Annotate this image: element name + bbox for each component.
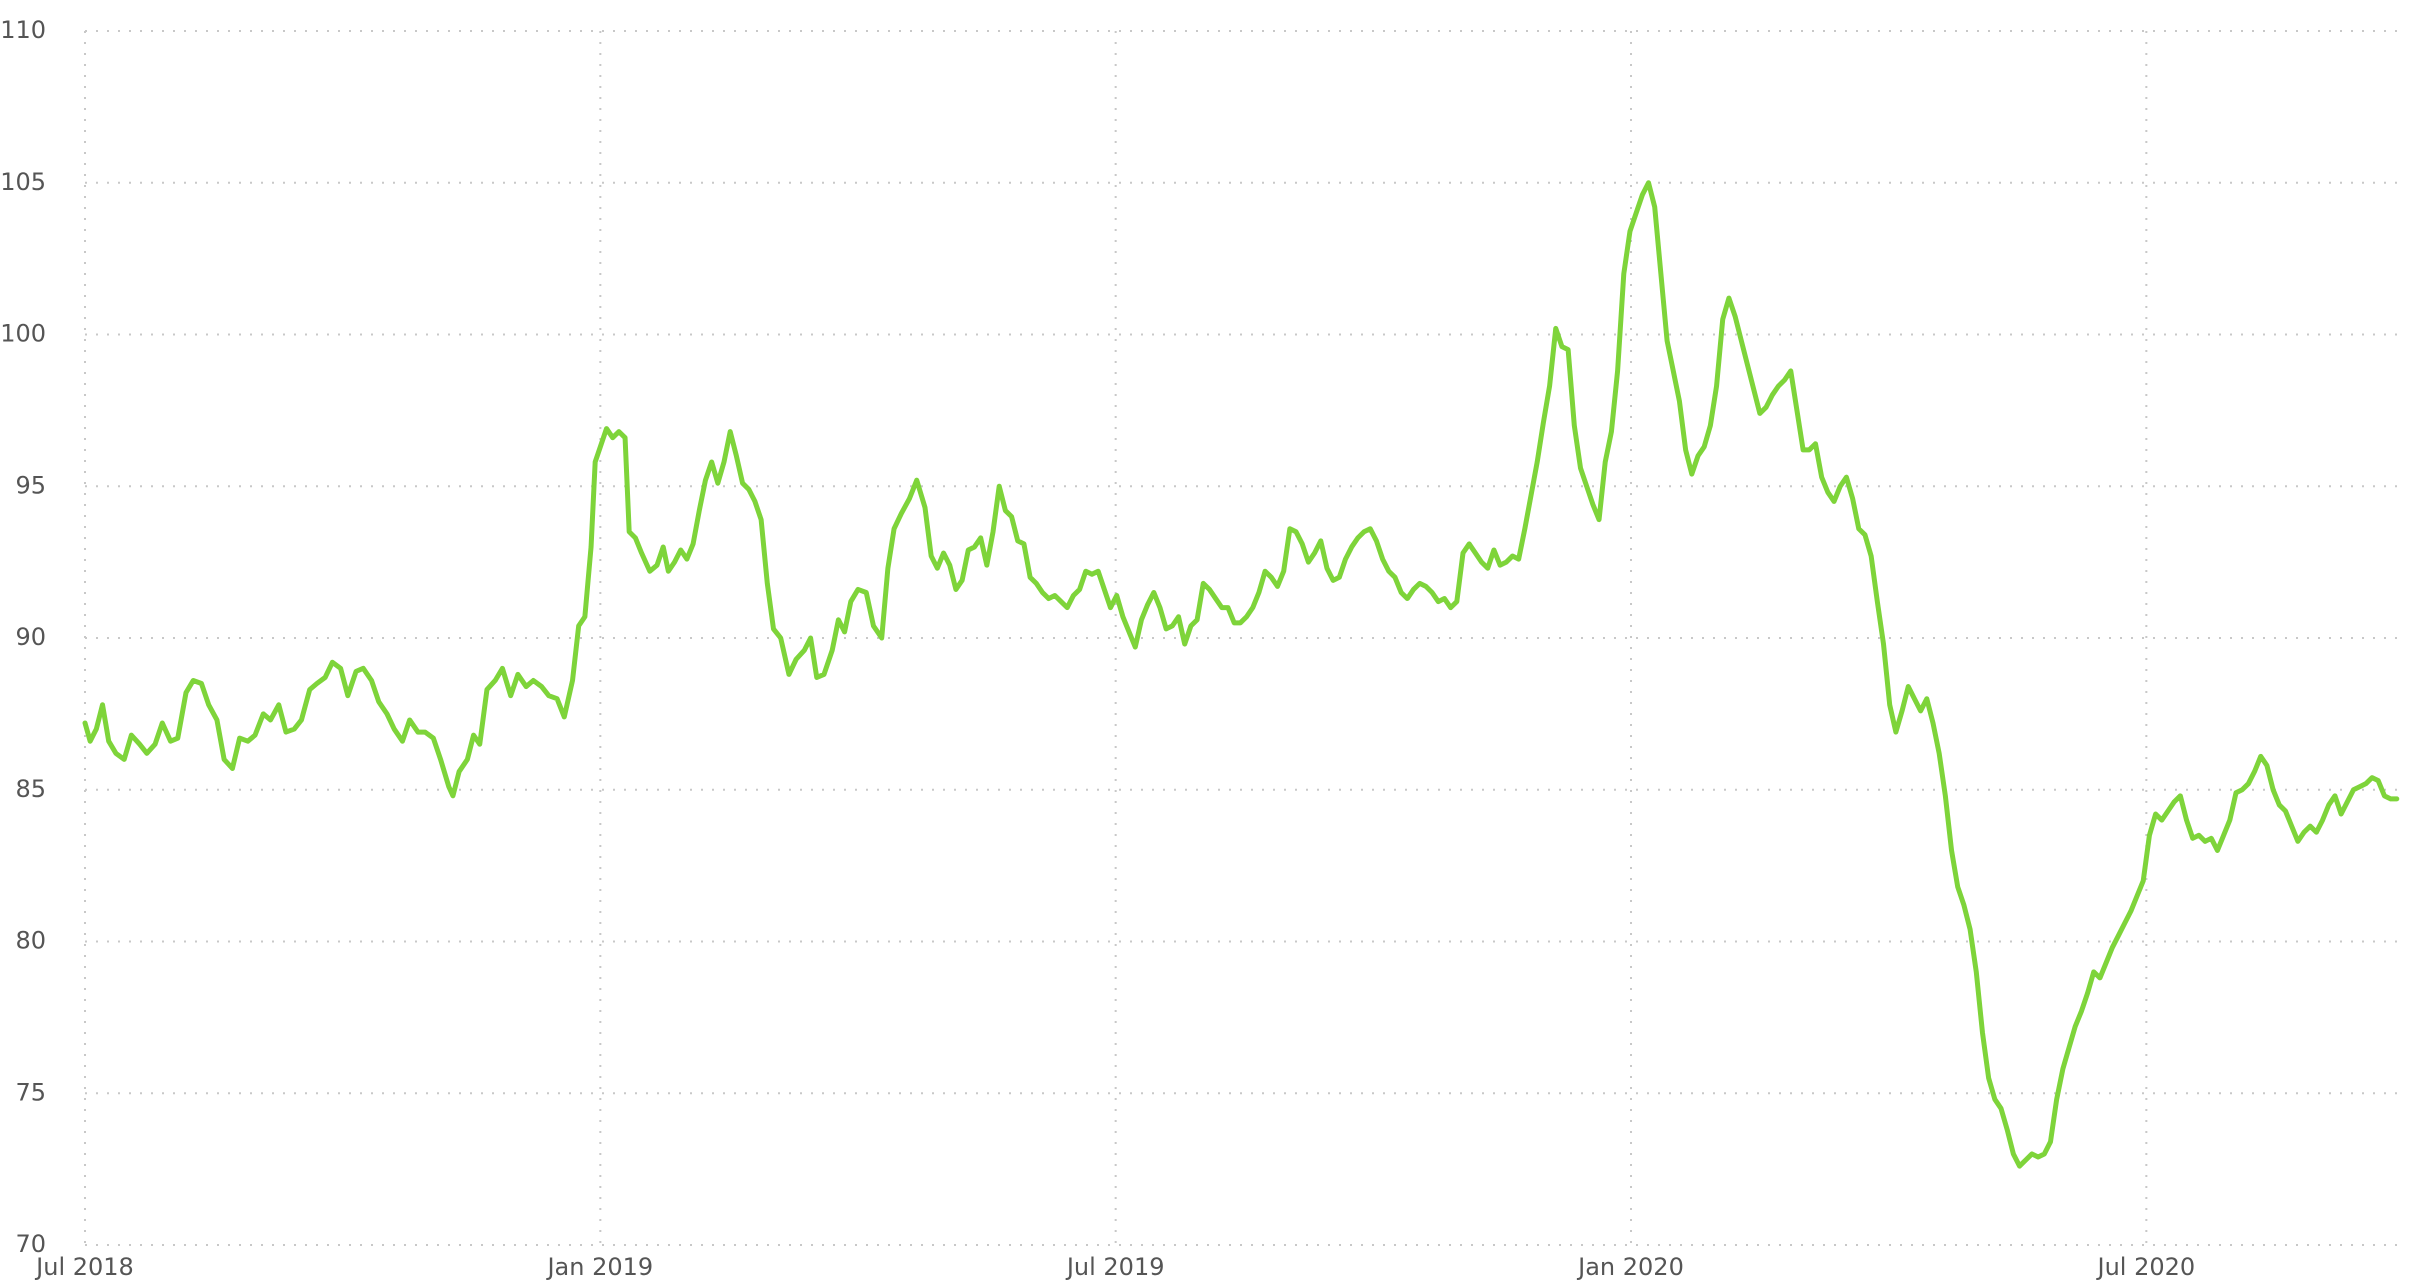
y-tick-label: 80 <box>15 927 46 955</box>
y-tick-label: 70 <box>15 1230 46 1258</box>
x-tick-label: Jul 2019 <box>1065 1253 1165 1281</box>
data-line <box>82 180 2400 1169</box>
x-tick-label: Jul 2020 <box>2095 1253 2195 1281</box>
y-tick-label: 95 <box>15 471 46 499</box>
x-tick-label: Jul 2018 <box>34 1253 134 1281</box>
y-tick-label: 110 <box>0 16 46 44</box>
y-tick-label: 105 <box>0 168 46 196</box>
y-tick-label: 85 <box>15 775 46 803</box>
x-tick-label: Jan 2020 <box>1576 1253 1684 1281</box>
y-tick-label: 90 <box>15 623 46 651</box>
x-tick-label: Jan 2019 <box>545 1253 653 1281</box>
y-tick-label: 75 <box>15 1078 46 1106</box>
y-tick-label: 100 <box>0 320 46 348</box>
